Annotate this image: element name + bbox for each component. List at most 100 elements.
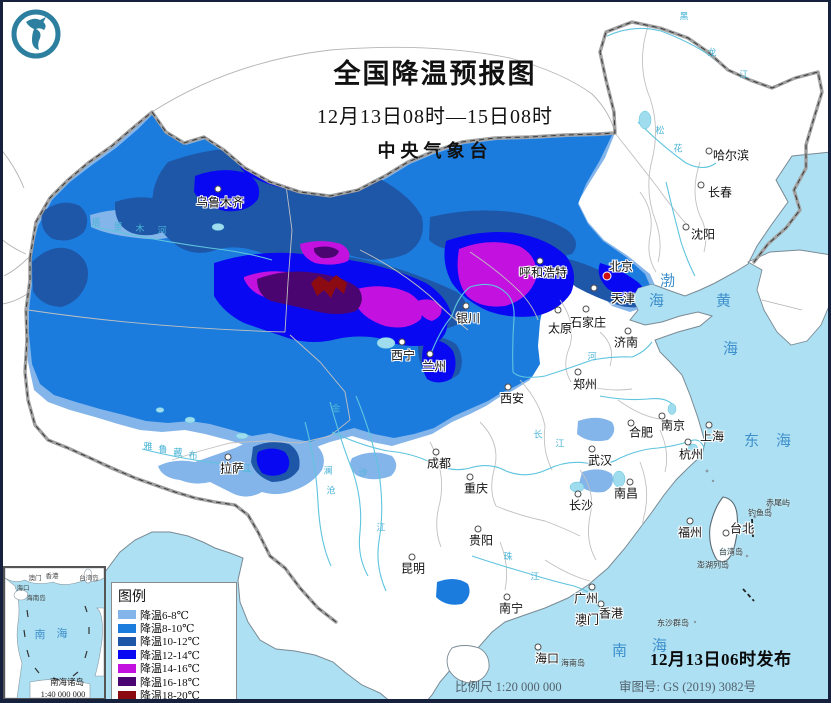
inset-label: 香港 — [45, 573, 59, 580]
legend-label: 降温6-8℃ — [140, 609, 189, 622]
inset-label: 澳门 — [28, 575, 42, 582]
river-label: 江 — [242, 463, 252, 474]
city-marker — [214, 185, 222, 193]
city-label: 北京 — [608, 259, 634, 274]
city-label: 南宁 — [498, 601, 524, 616]
lakes — [155, 110, 698, 493]
title-block: 全国降温预报图 12月13日08时—15日08时 中央气象台 — [230, 52, 640, 163]
frame-right — [828, 0, 831, 703]
legend-row: 降温14-16℃ — [118, 662, 236, 675]
river-label: 河 — [587, 351, 597, 362]
city-label: 长春 — [707, 185, 733, 200]
legend: 图例 降温6-8℃ 降温8-10℃ 降温10-12℃ — [111, 582, 237, 702]
river-label: 珠 — [503, 551, 513, 562]
city-label: 太原 — [547, 321, 573, 336]
legend-rows: 降温6-8℃ 降温8-10℃ 降温10-12℃ 降温12-14℃ — [118, 608, 236, 702]
city-marker — [432, 448, 440, 456]
river-label: 江 — [376, 522, 386, 533]
island-label: 海南岛 — [561, 658, 585, 668]
city-label: 拉萨 — [219, 461, 245, 476]
river-label: 长 — [533, 429, 543, 440]
capital-marker — [602, 271, 612, 281]
city-label: 澳门 — [574, 612, 600, 627]
city-marker — [504, 383, 512, 391]
legend-row: 降温16-18℃ — [118, 675, 236, 689]
city-label: 呼和浩特 — [518, 265, 568, 280]
river-label: 布 — [188, 450, 198, 461]
city-marker — [697, 181, 705, 189]
hainan-island — [446, 645, 490, 684]
taiwan-island — [709, 496, 739, 563]
sea-label: 海 — [722, 341, 740, 358]
city-marker — [398, 338, 406, 346]
city-marker — [577, 619, 585, 627]
city-marker — [705, 147, 713, 155]
sea-label: 东 — [743, 433, 761, 450]
city-label: 银川 — [455, 311, 481, 326]
city-marker — [705, 421, 713, 429]
city-marker — [574, 490, 582, 498]
river-label: 江 — [555, 438, 565, 449]
city-marker — [597, 600, 605, 608]
legend-label: 降温12-14℃ — [140, 649, 200, 662]
city-marker — [684, 438, 692, 446]
inset-label: 南 — [34, 629, 48, 641]
river-label: 沧 — [326, 485, 336, 496]
approval-number: 审图号: GS (2019) 3082号 — [619, 680, 757, 694]
city-label: 香港 — [598, 606, 624, 621]
city-marker — [462, 302, 470, 310]
city-marker — [534, 643, 542, 651]
legend-title: 图例 — [118, 590, 146, 605]
city-label: 乌鲁木齐 — [195, 195, 245, 210]
river-label: 龙 — [707, 47, 717, 58]
city-label: 上海 — [699, 429, 725, 444]
city-marker — [626, 478, 634, 486]
legend-color-swatch — [118, 663, 136, 673]
city-label: 台北 — [729, 521, 755, 536]
city-marker — [588, 445, 596, 453]
island-label: 赤尾屿 — [766, 498, 790, 508]
city-marker — [658, 412, 666, 420]
rivers — [91, 27, 748, 596]
legend-label: 降温16-18℃ — [140, 676, 200, 689]
river-label: 黑 — [679, 11, 689, 22]
river-label: 沙 — [358, 467, 368, 478]
frame-bottom — [0, 699, 831, 703]
legend-color-swatch — [118, 610, 136, 620]
river-label: 木 — [135, 223, 145, 234]
city-marker — [590, 284, 598, 292]
river-label: 金 — [331, 403, 341, 414]
city-label: 广州 — [573, 591, 599, 606]
island-label: 台湾岛 — [719, 547, 743, 557]
legend-color-swatch — [118, 690, 136, 700]
island-label: 钓鱼岛 — [748, 508, 772, 518]
city-marker — [554, 306, 562, 314]
city-marker — [588, 583, 596, 591]
city-marker — [503, 593, 511, 601]
river-label: 河 — [157, 225, 167, 236]
city-marker — [582, 305, 590, 313]
city-marker — [408, 553, 416, 561]
city-label: 哈尔滨 — [712, 148, 750, 163]
city-marker — [536, 257, 544, 265]
city-label: 合肥 — [628, 425, 654, 440]
city-marker — [686, 517, 694, 525]
legend-label: 降温8-10℃ — [140, 623, 195, 636]
city-marker — [466, 473, 474, 481]
city-marker — [682, 223, 690, 231]
city-label: 福州 — [677, 525, 703, 540]
inset-label: 台湾岛 — [79, 575, 99, 582]
city-label: 沈阳 — [690, 227, 716, 242]
river-label: 江 — [530, 571, 540, 582]
legend-label: 降温10-12℃ — [140, 636, 200, 649]
river-label: 里 — [113, 221, 123, 232]
small-islands — [693, 469, 772, 624]
sea-label: 海 — [651, 638, 669, 655]
inset-map — [5, 568, 104, 698]
page-title: 全国降温预报图 — [333, 59, 537, 89]
inset-label: 南海诸岛 — [49, 677, 85, 687]
province-borders — [27, 25, 707, 591]
city-label: 昆明 — [400, 561, 426, 576]
legend-color-swatch — [118, 650, 136, 660]
cma-logo-icon — [11, 9, 61, 59]
